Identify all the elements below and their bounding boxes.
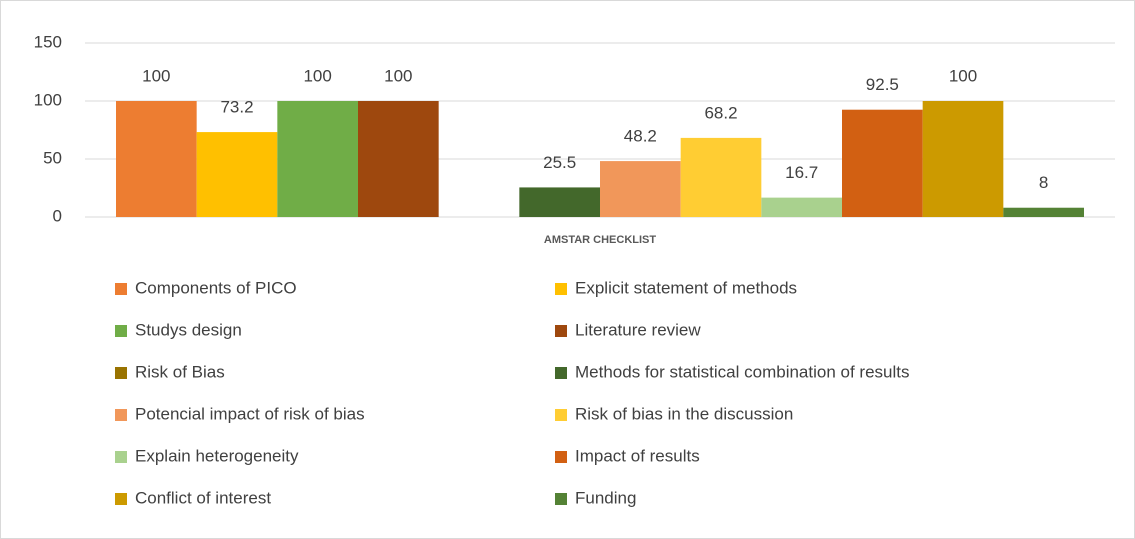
legend-swatch bbox=[115, 451, 127, 463]
bar bbox=[277, 101, 358, 217]
bar bbox=[519, 187, 600, 217]
y-tick-label: 50 bbox=[43, 148, 62, 167]
legend-label: Risk of Bias bbox=[135, 362, 225, 381]
data-label: 100 bbox=[142, 66, 170, 85]
x-axis-label: AMSTAR CHECKLIST bbox=[544, 234, 657, 246]
legend-swatch bbox=[115, 367, 127, 379]
data-label: 100 bbox=[303, 66, 331, 85]
bar bbox=[600, 161, 681, 217]
data-label: 68.2 bbox=[704, 103, 737, 122]
legend-label: Risk of bias in the discussion bbox=[575, 404, 793, 423]
legend-label: Literature review bbox=[575, 320, 701, 339]
legend-swatch bbox=[555, 451, 567, 463]
data-label: 8 bbox=[1039, 173, 1048, 192]
data-label: 73.2 bbox=[220, 98, 253, 117]
data-label: 48.2 bbox=[624, 127, 657, 146]
legend-label: Studys design bbox=[135, 320, 242, 339]
bar bbox=[922, 101, 1004, 217]
legend-label: Funding bbox=[575, 488, 636, 507]
legend-swatch bbox=[115, 283, 127, 295]
legend-swatch bbox=[555, 493, 567, 505]
bar bbox=[680, 137, 762, 217]
legend-label: Methods for statistical combination of r… bbox=[575, 362, 909, 381]
legend-label: Impact of results bbox=[575, 446, 700, 465]
legend-label: Components of PICO bbox=[135, 278, 297, 297]
bar bbox=[842, 109, 923, 217]
bar bbox=[761, 197, 842, 217]
y-tick-label: 150 bbox=[34, 32, 62, 51]
legend-swatch bbox=[555, 367, 567, 379]
legend-swatch bbox=[555, 283, 567, 295]
legend-label: Potencial impact of risk of bias bbox=[135, 404, 365, 423]
legend-swatch bbox=[555, 325, 567, 337]
bar bbox=[116, 101, 197, 217]
legend-swatch bbox=[115, 325, 127, 337]
bar bbox=[358, 101, 439, 217]
data-label: 92.5 bbox=[866, 75, 899, 94]
y-tick-label: 0 bbox=[53, 206, 62, 225]
legend-label: Conflict of interest bbox=[135, 488, 271, 507]
legend-swatch bbox=[555, 409, 567, 421]
bar bbox=[1003, 207, 1084, 217]
legend-swatch bbox=[115, 493, 127, 505]
data-label: 25.5 bbox=[543, 153, 576, 172]
data-label: 100 bbox=[949, 66, 977, 85]
data-label: 100 bbox=[384, 66, 412, 85]
legend-label: Explain heterogeneity bbox=[135, 446, 299, 465]
bar bbox=[196, 132, 278, 217]
data-label: 16.7 bbox=[785, 163, 818, 182]
y-tick-label: 100 bbox=[34, 90, 62, 109]
legend-swatch bbox=[115, 409, 127, 421]
legend-label: Explicit statement of methods bbox=[575, 278, 797, 297]
